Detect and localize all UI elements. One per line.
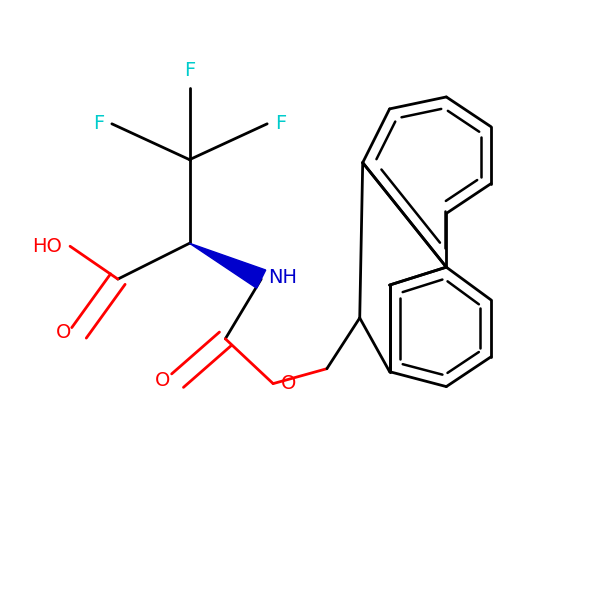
Text: F: F [93,115,104,133]
Text: F: F [184,61,195,80]
Polygon shape [190,243,266,288]
Text: NH: NH [268,268,298,287]
Text: O: O [56,323,71,343]
Text: HO: HO [32,237,62,256]
Text: O: O [154,371,170,390]
Text: O: O [281,374,296,393]
Text: F: F [275,115,286,133]
